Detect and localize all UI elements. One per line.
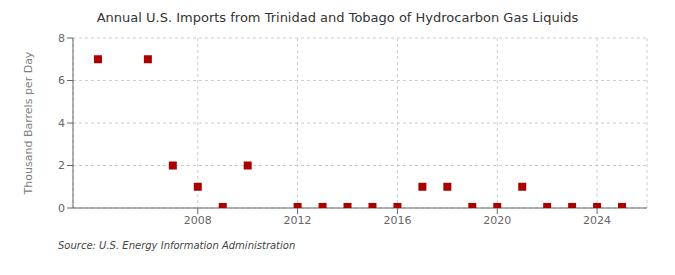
html-text:Annual U.S. Imports from Trini: Annual U.S. Imports from Trinidad and To…: [96, 10, 579, 25]
svg-text:6: 6: [58, 74, 65, 87]
svg-text:2020: 2020: [483, 214, 511, 227]
svg-text:4: 4: [58, 117, 65, 130]
svg-text:Thousand Barrels per Day: Thousand Barrels per Day: [22, 51, 35, 195]
svg-text:2024: 2024: [583, 214, 611, 227]
svg-text:0: 0: [58, 202, 65, 215]
svg-text:2012: 2012: [284, 214, 312, 227]
svg-text:8: 8: [58, 32, 65, 45]
html-text:Source: U.S. Energy Informatio: Source: U.S. Energy Information Administ…: [58, 240, 296, 251]
svg-text:2016: 2016: [383, 214, 411, 227]
svg-text:2: 2: [58, 159, 65, 172]
svg-text:2008: 2008: [184, 214, 212, 227]
